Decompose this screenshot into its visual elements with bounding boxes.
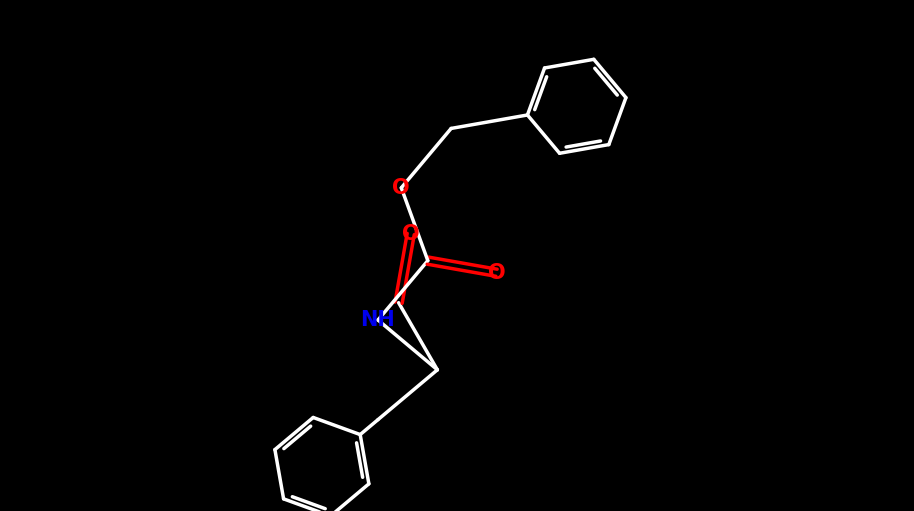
Text: O: O	[392, 178, 410, 198]
Text: O: O	[488, 263, 505, 283]
Text: NH: NH	[361, 310, 396, 330]
Text: O: O	[402, 224, 420, 244]
